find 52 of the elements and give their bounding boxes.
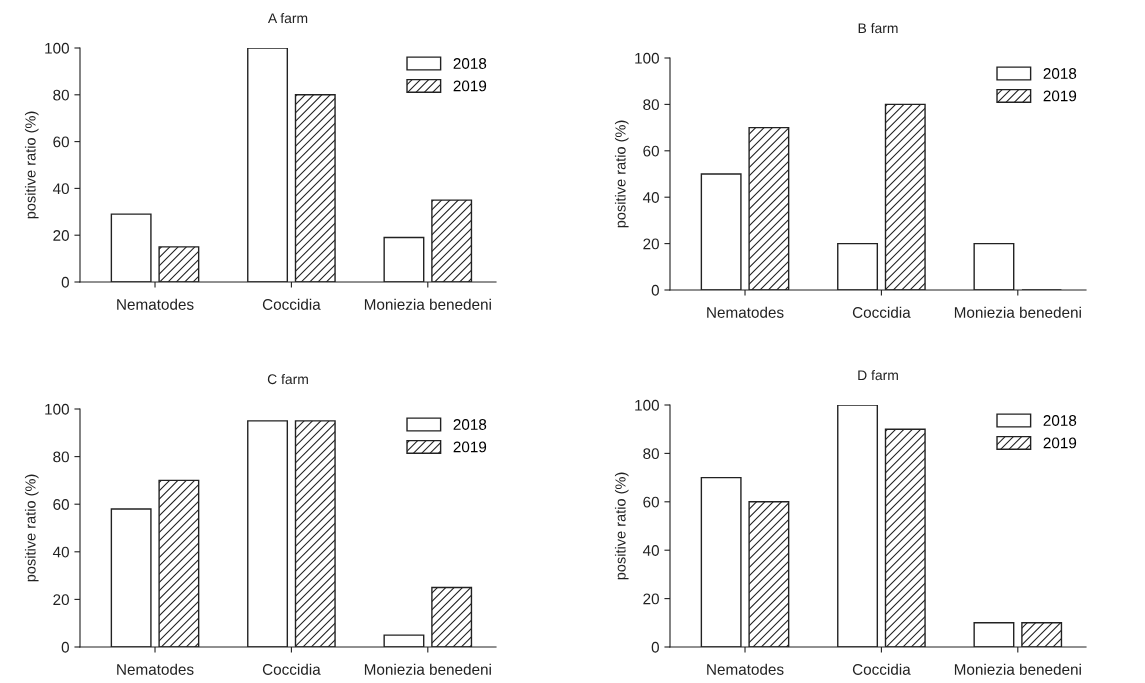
legend-label: 2019 [453, 80, 487, 92]
y-tick-label: 20 [643, 238, 659, 250]
legend-label: 2019 [1043, 90, 1077, 102]
y-axis-title: positive ratio (%) [24, 111, 39, 219]
chart-title: A farm [267, 12, 308, 24]
legend-label: 2018 [1043, 415, 1077, 426]
y-tick-label: 0 [651, 284, 659, 296]
x-tick-label: Coccidia [852, 663, 911, 675]
y-tick-label: 40 [642, 545, 659, 556]
x-tick-label: Moniezia benedeni [364, 663, 491, 675]
x-tick-label: Nematodes [117, 298, 194, 310]
y-tick-label: 80 [643, 448, 659, 460]
legend-label: 2018 [1043, 68, 1077, 79]
y-tick-label: 80 [53, 451, 69, 463]
y-tick-label: 40 [52, 546, 69, 558]
y-tick-label: 0 [61, 276, 69, 288]
y-tick-label: 100 [635, 52, 659, 64]
legend-label: 2018 [453, 419, 487, 430]
y-tick-label: 100 [45, 403, 69, 415]
y-tick-label: 20 [53, 594, 69, 606]
y-tick-label: 60 [643, 145, 659, 157]
y-tick-label: 80 [643, 99, 659, 111]
y-axis-title: positive ratio (%) [24, 474, 39, 582]
y-tick-label: 40 [52, 183, 69, 195]
y-axis-title: positive ratio (%) [614, 120, 629, 228]
x-tick-label: Moniezia benedeni [954, 663, 1081, 675]
y-tick-label: 60 [643, 496, 659, 508]
y-tick-label: 0 [61, 641, 69, 653]
y-tick-label: 100 [635, 399, 659, 411]
legend-label: 2019 [1043, 437, 1077, 449]
chart-title: D farm [858, 369, 898, 381]
y-tick-label: 100 [45, 42, 69, 54]
x-tick-label: Coccidia [262, 663, 321, 675]
legend-label: 2019 [453, 441, 487, 453]
x-tick-label: Nematodes [117, 663, 194, 675]
x-tick-label: Nematodes [707, 306, 784, 318]
chart-title: B farm [858, 22, 898, 34]
x-tick-label: Coccidia [852, 306, 911, 318]
x-tick-label: Nematodes [707, 663, 784, 675]
y-tick-label: 80 [53, 89, 69, 101]
x-tick-label: Moniezia benedeni [954, 306, 1081, 318]
chart-title: C farm [267, 373, 308, 385]
y-tick-label: 60 [53, 499, 69, 510]
y-tick-label: 20 [643, 593, 659, 605]
y-tick-label: 60 [53, 136, 69, 148]
y-tick-label: 20 [53, 230, 69, 241]
y-axis-title: positive ratio (%) [614, 472, 629, 580]
y-tick-label: 40 [642, 192, 659, 203]
legend-label: 2018 [453, 58, 487, 69]
x-tick-label: Moniezia benedeni [364, 298, 491, 310]
x-tick-label: Coccidia [262, 298, 321, 310]
y-tick-label: 0 [651, 641, 659, 653]
